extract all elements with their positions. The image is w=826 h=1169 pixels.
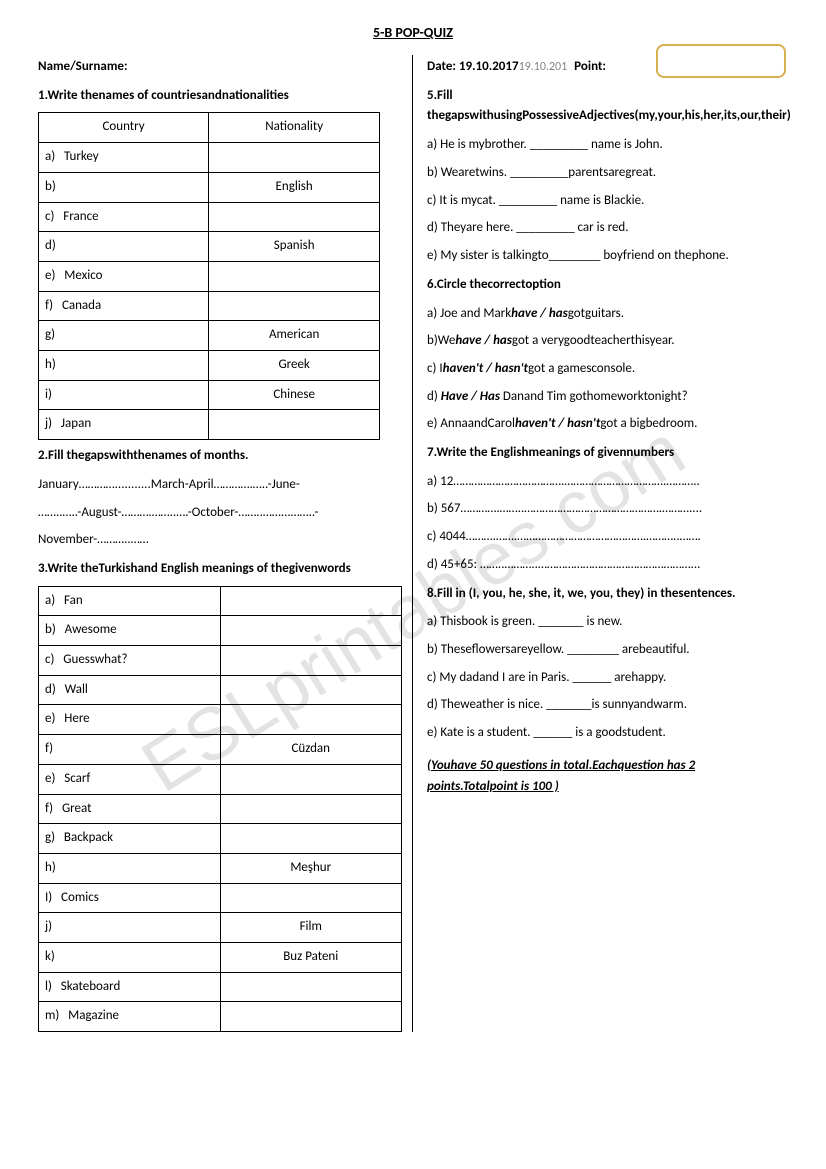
q7-c: c) 4044……….…….…………………………………….………..…….	[427, 525, 788, 550]
q5-heading: 5.Fill thegapswithusingPossessiveAdjecti…	[427, 86, 788, 128]
table-row: b) Awesome	[39, 616, 402, 646]
q2-heading: 2.Fill thegapswiththenames of months.	[38, 446, 402, 467]
quiz-title: 5-B POP-QUIZ	[38, 24, 788, 41]
q2-line1: January…………...........March-April………….….…	[38, 473, 402, 498]
q7-heading: 7.Write the Englishmeanings of givennumb…	[427, 443, 788, 464]
table-row: f) Cüzdan	[39, 735, 402, 765]
q5-a: a) He is mybrother. _________ name is Jo…	[427, 133, 788, 158]
table-row: i) Chinese	[39, 380, 380, 410]
point-box	[656, 44, 786, 78]
q2-line3: November-………..……	[38, 528, 402, 553]
q1-table: Country Nationality a) Turkey b) English…	[38, 112, 380, 440]
table-row: b) English	[39, 172, 380, 202]
q7-b: b) 567………….……..……………………………………….………....	[427, 497, 788, 522]
q6-d: d) Have / Has Danand Tim gothomeworktoni…	[427, 385, 788, 410]
q6-c: c) Ihaven't / hasn'tgot a gamesconsole.	[427, 357, 788, 382]
q8-a: a) Thisbook is green. _______ is new.	[427, 610, 788, 635]
table-row: c) France	[39, 202, 380, 232]
q1-header-country: Country	[39, 113, 209, 143]
q8-d: d) Theweather is nice. _______is sunnyan…	[427, 693, 788, 718]
right-column: Date: 19.10.201719.10.201 Point: 5.Fill …	[413, 55, 788, 1032]
table-row: m) Magazine	[39, 1002, 402, 1032]
table-row: j) Japan	[39, 410, 380, 440]
q7-d: d) 45+65: ……..………..……………………………………………...	[427, 553, 788, 578]
table-row: Country Nationality	[39, 113, 380, 143]
table-row: I) Comics	[39, 883, 402, 913]
q6-a: a) Joe and Markhave / hasgotguitars.	[427, 302, 788, 327]
table-row: d) Spanish	[39, 232, 380, 262]
table-row: a) Fan	[39, 586, 402, 616]
table-row: k) Buz Pateni	[39, 942, 402, 972]
q8-heading: 8.Fill in (I, you, he, she, it, we, you,…	[427, 584, 788, 605]
name-label: Name/Surname:	[38, 55, 402, 80]
table-row: a) Turkey	[39, 143, 380, 173]
q2-line2: ……..…..-August-……….……..….-October-……..………	[38, 501, 402, 526]
table-row: e) Mexico	[39, 261, 380, 291]
left-column: Name/Surname: 1.Write thenames of countr…	[38, 55, 413, 1032]
q5-c: c) It is mycat. _________ name is Blacki…	[427, 189, 788, 214]
q3-heading: 3.Write theTurkishand English meanings o…	[38, 559, 402, 580]
table-row: d) Wall	[39, 675, 402, 705]
table-row: h) Meşhur	[39, 853, 402, 883]
q1-heading: 1.Write thenames of countriesandnational…	[38, 86, 402, 107]
q5-b: b) Wearetwins. _________parentsaregreat.	[427, 161, 788, 186]
q6-e: e) AnnaandCarolhaven't / hasn'tgot a big…	[427, 412, 788, 437]
q5-d: d) Theyare here. _________ car is red.	[427, 216, 788, 241]
footer-note: (Youhave 50 questions in total.Eachquest…	[427, 756, 788, 798]
table-row: j) Film	[39, 913, 402, 943]
table-row: g) Backpack	[39, 824, 402, 854]
table-row: h) Greek	[39, 350, 380, 380]
table-row: l) Skateboard	[39, 972, 402, 1002]
q8-e: e) Kate is a student. ______ is a goodst…	[427, 721, 788, 746]
q5-e: e) My sister is talkingto________ boyfri…	[427, 244, 788, 269]
table-row: g) American	[39, 321, 380, 351]
q7-a: a) 12……………………………….…………………………….………..	[427, 470, 788, 495]
q6-b: b)Wehave / hasgot a verygoodteacherthisy…	[427, 329, 788, 354]
table-row: f) Canada	[39, 291, 380, 321]
q6-heading: 6.Circle thecorrectoption	[427, 275, 788, 296]
q8-c: c) My dadand I are in Paris. ______ areh…	[427, 666, 788, 691]
q1-header-nationality: Nationality	[209, 113, 380, 143]
table-row: e) Here	[39, 705, 402, 735]
table-row: c) Guesswhat?	[39, 646, 402, 676]
q8-b: b) Theseflowersareyellow. ________ arebe…	[427, 638, 788, 663]
table-row: e) Scarf	[39, 764, 402, 794]
table-row: f) Great	[39, 794, 402, 824]
q3-table: a) Fan b) Awesome c) Guesswhat? d) Wall …	[38, 586, 402, 1032]
